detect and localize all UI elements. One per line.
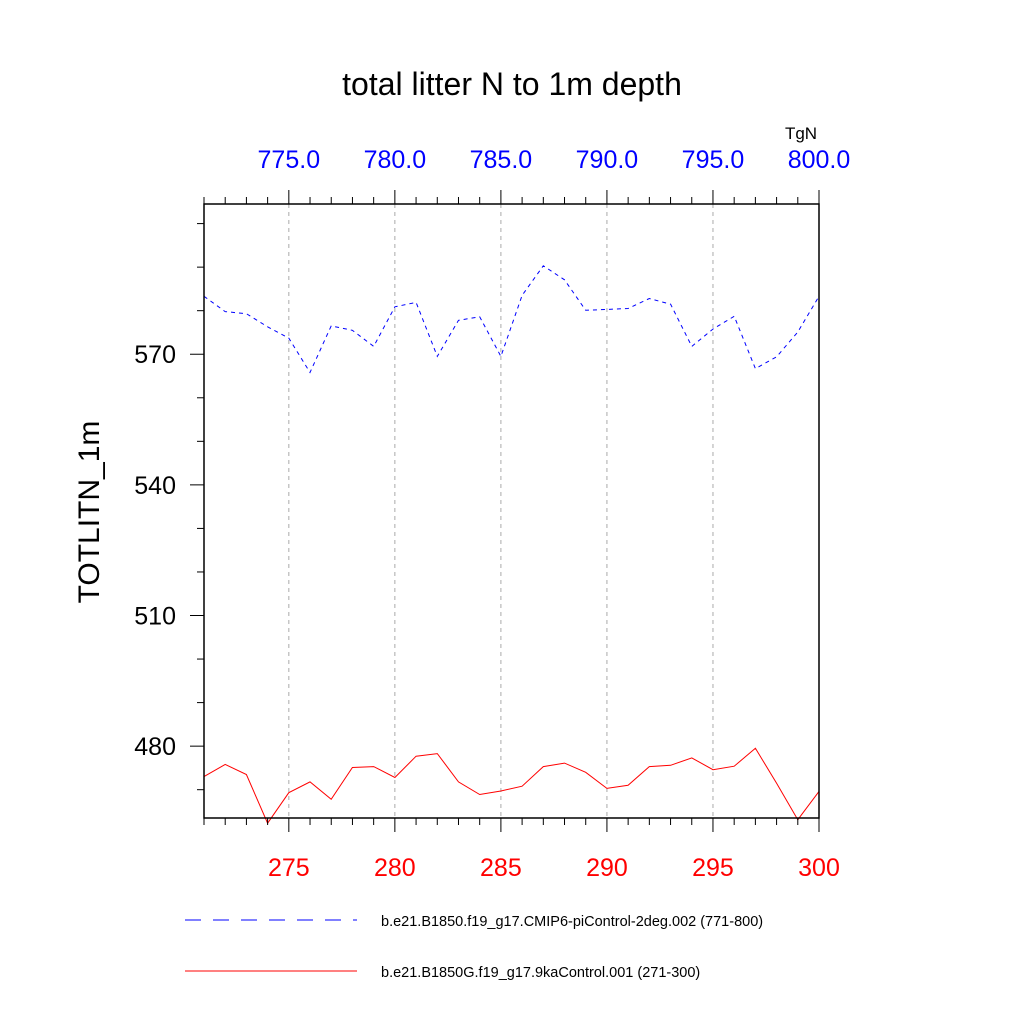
grid-lines — [288, 204, 714, 818]
y-tick-label-540: 540 — [134, 472, 176, 500]
bottom-tick-label-300: 300 — [798, 854, 840, 882]
bottom-tick-label-275: 275 — [268, 854, 310, 882]
y-tick-label-570: 570 — [134, 341, 176, 369]
axes: 275 280 285 290 295 300 775.0 780.0 785.0 790.0 79… — [134, 146, 850, 882]
series-line-picontrol — [203, 265, 820, 374]
top-tick-label-775: 775.0 — [258, 146, 321, 174]
plot-series — [203, 265, 820, 825]
series-line-9kacontrol — [203, 747, 820, 825]
top-tick-label-800: 800.0 — [788, 146, 851, 174]
bottom-tick-label-280: 280 — [374, 854, 416, 882]
top-axis-units: TgN — [785, 124, 817, 143]
legend: b.e21.B1850.f19_g17.CMIP6-piControl-2deg… — [185, 914, 763, 981]
top-tick-label-780: 780.0 — [364, 146, 427, 174]
top-tick-label-795: 795.0 — [682, 146, 745, 174]
top-tick-label-790: 790.0 — [576, 146, 639, 174]
y-tick-label-510: 510 — [134, 603, 176, 631]
chart-title: total litter N to 1m depth — [342, 66, 682, 102]
y-tick-label-480: 480 — [134, 733, 176, 761]
legend-label-1: b.e21.B1850.f19_g17.CMIP6-piControl-2deg… — [381, 914, 763, 930]
y-axis-label: TOTLITN_1m — [73, 421, 106, 604]
bottom-tick-label-290: 290 — [586, 854, 628, 882]
top-tick-label-785: 785.0 — [470, 146, 533, 174]
bottom-tick-label-295: 295 — [692, 854, 734, 882]
bottom-tick-label-285: 285 — [480, 854, 522, 882]
legend-label-2: b.e21.B1850G.f19_g17.9kaControl.001 (271… — [381, 965, 700, 981]
plot-frame — [203, 203, 820, 819]
